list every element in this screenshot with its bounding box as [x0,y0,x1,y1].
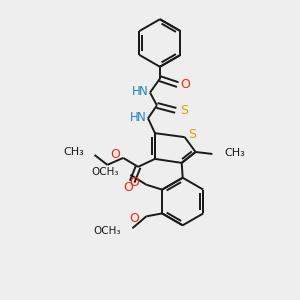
Text: OCH₃: OCH₃ [91,167,118,177]
Text: OCH₃: OCH₃ [93,226,121,236]
Text: O: O [181,78,190,91]
Text: O: O [123,181,133,194]
Text: N: N [137,111,146,124]
Text: O: O [110,148,120,161]
Text: S: S [180,104,188,117]
Text: N: N [139,85,148,98]
Text: O: O [129,212,139,225]
Text: CH₃: CH₃ [224,148,245,158]
Text: O: O [129,176,139,189]
Text: S: S [189,128,196,141]
Text: H: H [130,111,139,124]
Text: H: H [132,85,141,98]
Text: CH₃: CH₃ [64,147,85,157]
